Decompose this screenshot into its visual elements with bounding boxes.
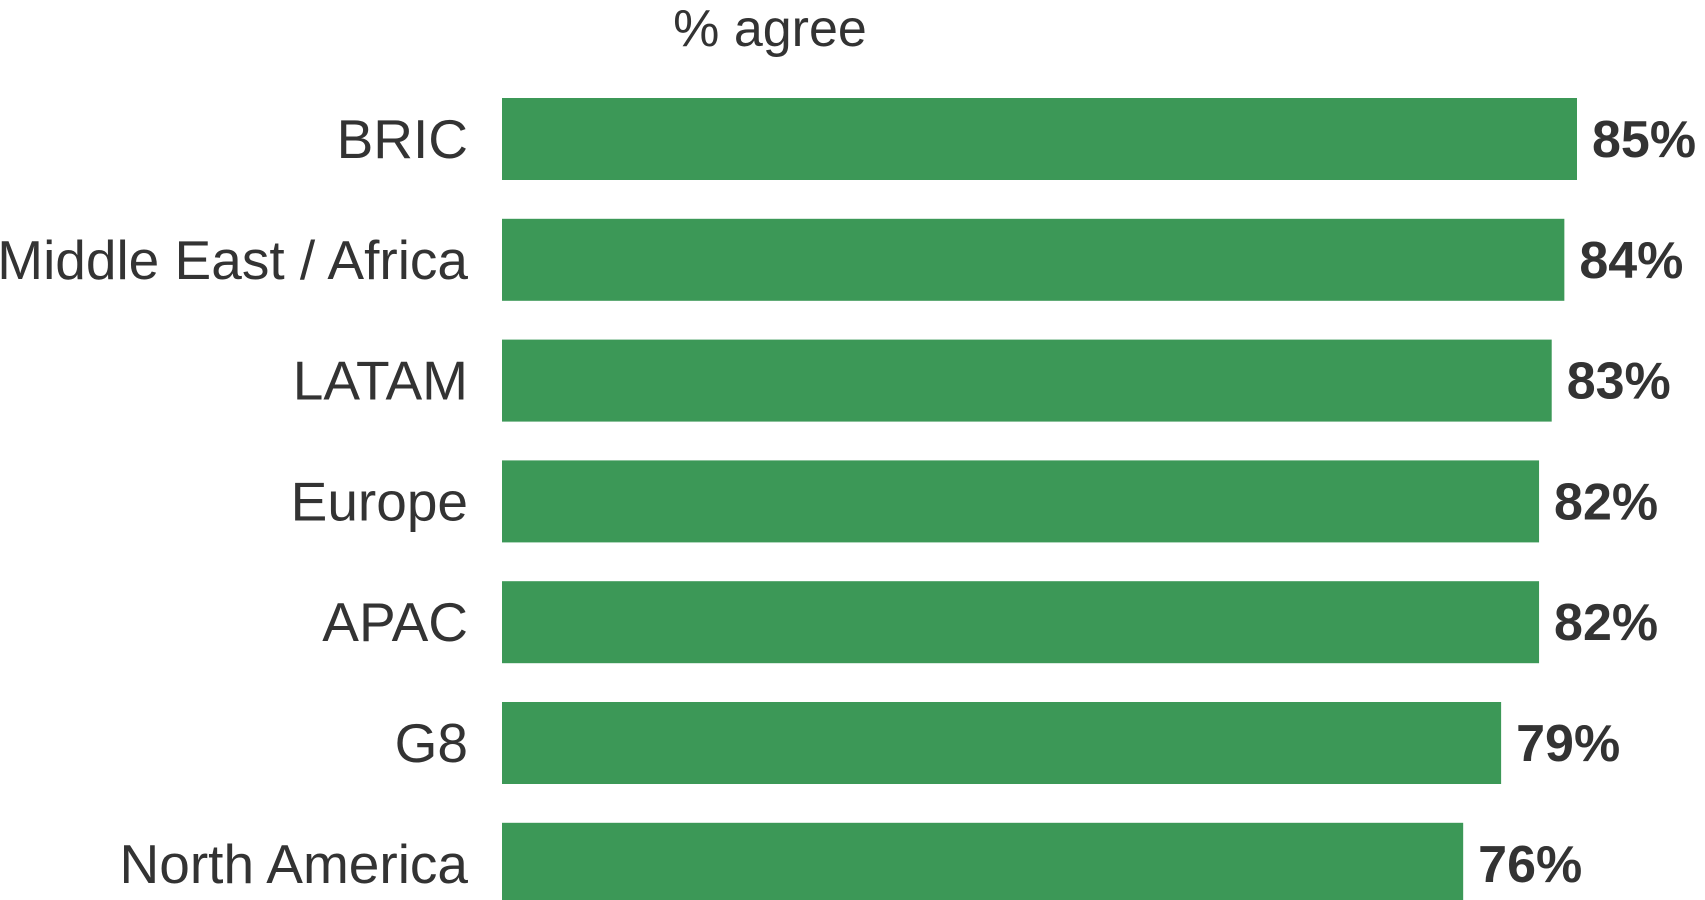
value-label-6: 76%: [1478, 836, 1582, 894]
chart-title: % agree: [673, 0, 867, 58]
value-label-3: 82%: [1554, 473, 1658, 531]
value-label-1: 84%: [1579, 232, 1683, 290]
value-label-0: 85%: [1592, 111, 1696, 169]
category-label-1: Middle East / Africa: [0, 229, 468, 291]
value-label-2: 83%: [1567, 353, 1671, 411]
bar-0: [502, 98, 1577, 180]
bar-2: [502, 339, 1552, 422]
category-label-6: North America: [120, 833, 469, 895]
category-label-4: APAC: [322, 591, 468, 653]
bar-3: [502, 460, 1540, 543]
bars-group: BRIC 85% Middle East / Africa 84% LATAM 83% Eu…: [0, 98, 1696, 900]
category-label-2: LATAM: [293, 350, 468, 412]
category-label-5: G8: [395, 712, 468, 774]
bar-4: [502, 581, 1540, 664]
bar-6: [502, 822, 1464, 900]
category-label-0: BRIC: [337, 108, 468, 170]
value-label-5: 79%: [1516, 715, 1620, 773]
value-label-4: 82%: [1554, 594, 1658, 652]
bar-1: [502, 218, 1565, 301]
category-label-3: Europe: [291, 470, 468, 532]
bar-5: [502, 702, 1502, 784]
